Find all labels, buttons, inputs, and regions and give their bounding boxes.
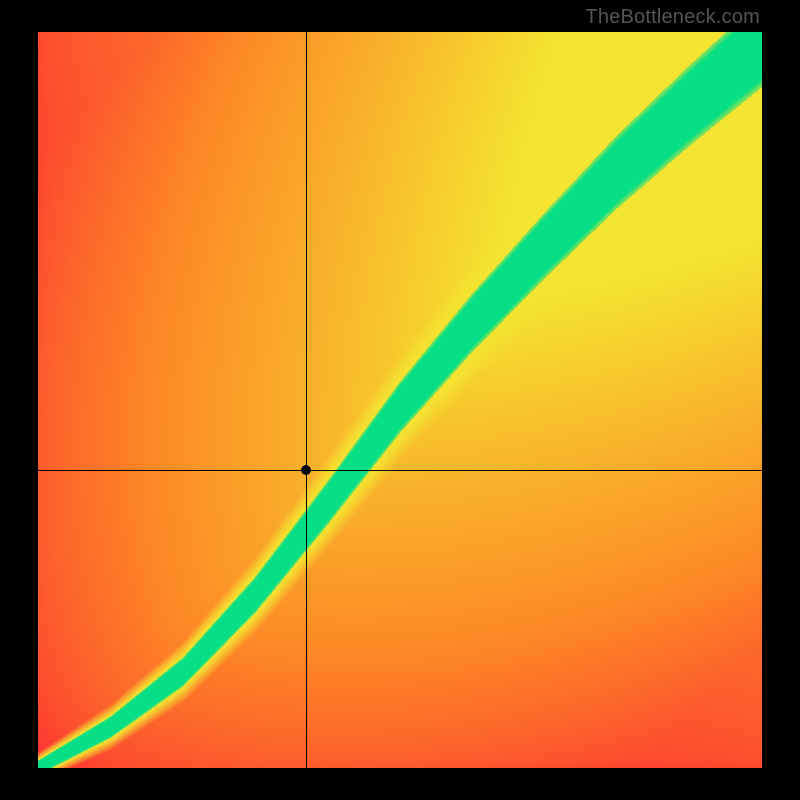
watermark-text: TheBottleneck.com (585, 6, 760, 29)
heatmap-canvas (38, 32, 762, 768)
crosshair-vertical (306, 32, 307, 768)
crosshair-marker (301, 465, 311, 475)
plot-area (38, 32, 762, 768)
crosshair-horizontal (38, 470, 762, 471)
chart-container: TheBottleneck.com (0, 0, 800, 800)
